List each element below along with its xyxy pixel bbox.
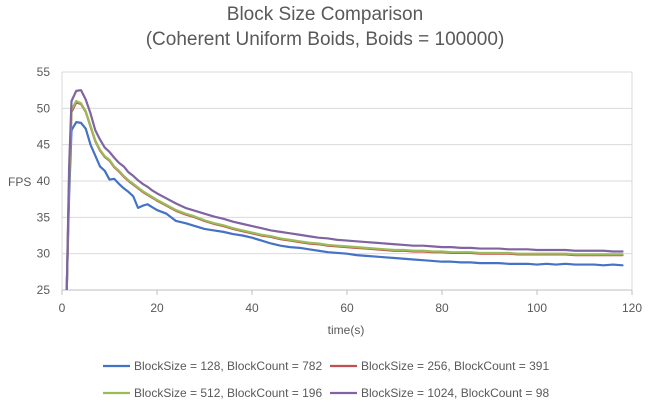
x-tick-label: 20 [150, 301, 164, 315]
series-line-3 [65, 99, 624, 290]
series-lines [65, 89, 624, 290]
x-tick-label: 120 [622, 301, 642, 315]
chart-title: Block Size Comparison [226, 4, 424, 25]
legend-label-2: BlockSize = 256, BlockCount = 391 [361, 359, 549, 373]
series-line-1 [65, 121, 624, 290]
y-tick-label: 30 [37, 247, 51, 261]
chart-subtitle: (Coherent Uniform Boids, Boids = 100000) [145, 29, 505, 50]
x-tick-label: 40 [245, 301, 259, 315]
x-axis-label: time(s) [328, 323, 365, 337]
x-tick-label: 80 [435, 301, 449, 315]
y-axis-label: FPS [8, 175, 31, 189]
axes: 25 30 35 40 45 50 55 0 20 40 60 80 100 120 [37, 65, 643, 315]
gridlines [61, 71, 633, 291]
x-tick-label: 60 [340, 301, 354, 315]
y-tick-label: 25 [37, 283, 51, 297]
y-tick-label: 55 [37, 65, 51, 79]
y-tick-label: 45 [37, 138, 51, 152]
series-line-4 [65, 89, 624, 290]
y-tick-label: 35 [37, 210, 51, 224]
legend-label-3: BlockSize = 512, BlockCount = 196 [134, 386, 322, 400]
x-tick-label: 0 [59, 301, 66, 315]
y-tick-label: 40 [37, 174, 51, 188]
legend-label-4: BlockSize = 1024, BlockCount = 98 [361, 386, 549, 400]
y-tick-label: 50 [37, 101, 51, 115]
legend: BlockSize = 128, BlockCount = 782 BlockSi… [103, 359, 549, 400]
x-tick-label: 100 [527, 301, 547, 315]
legend-label-1: BlockSize = 128, BlockCount = 782 [134, 359, 322, 373]
